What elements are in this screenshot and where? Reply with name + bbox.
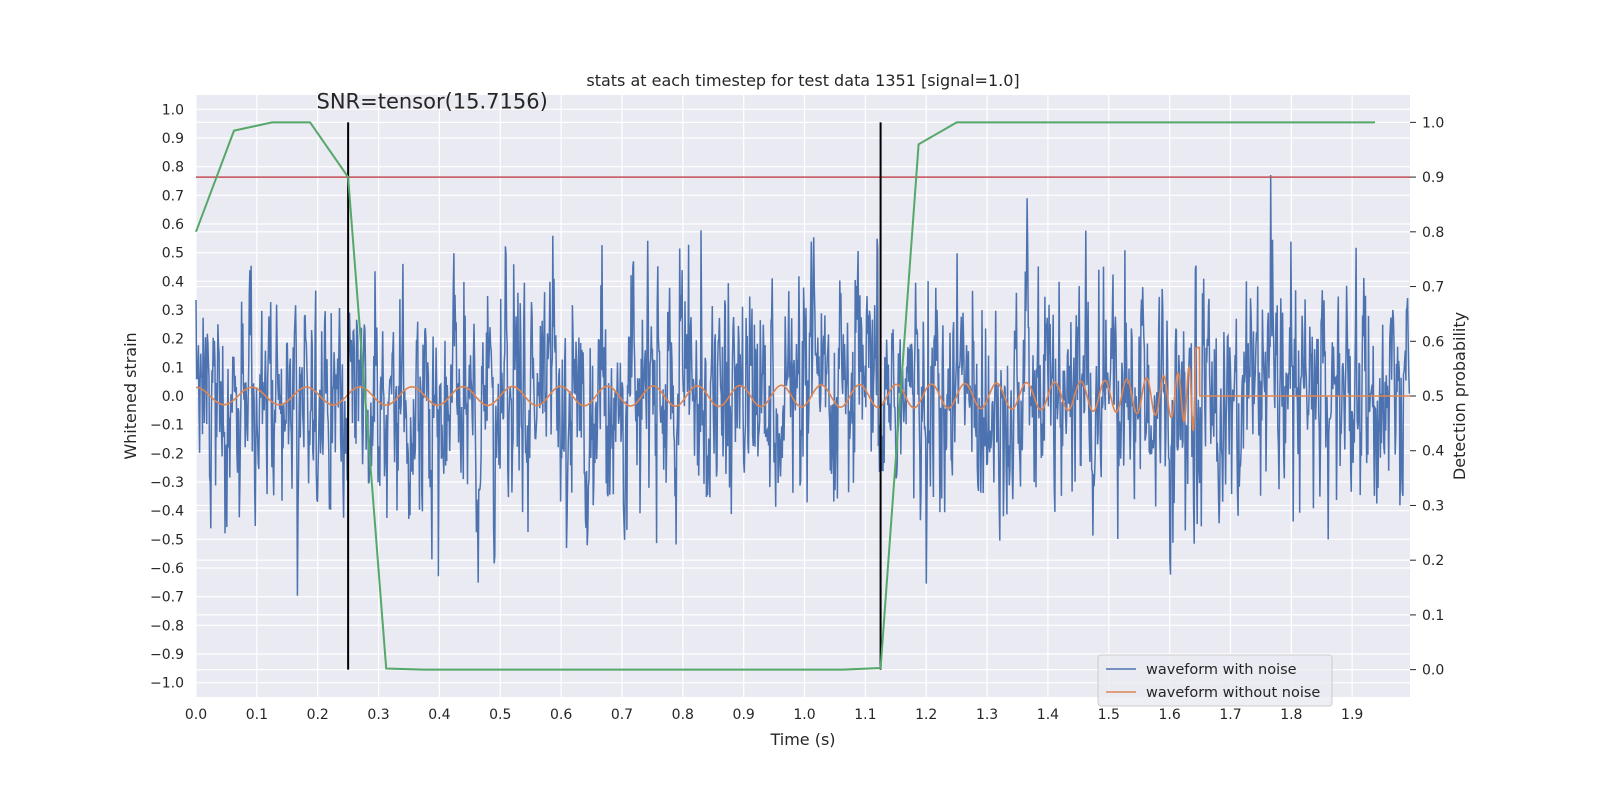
x-tick-label: 1.3 bbox=[976, 707, 998, 723]
x-tick-label: 0.6 bbox=[550, 707, 572, 723]
y-tick-label: −0.7 bbox=[150, 590, 184, 606]
x-tick-label: 1.8 bbox=[1280, 707, 1302, 723]
x-tick-label: 1.5 bbox=[1098, 707, 1120, 723]
x-tick-label: 1.6 bbox=[1159, 707, 1181, 723]
legend-box bbox=[1097, 654, 1333, 707]
chart-title: stats at each timestep for test data 135… bbox=[586, 71, 1019, 90]
y-tick-label: −0.4 bbox=[150, 504, 184, 520]
y-tick-label: −0.3 bbox=[150, 475, 184, 491]
y-right-tick-label: 0.6 bbox=[1422, 334, 1444, 350]
series-waveform-without-noise bbox=[196, 346, 1410, 432]
noise-waveform-line bbox=[195, 174, 1411, 596]
x-tick-label: 0.7 bbox=[611, 707, 633, 723]
y-tick-label: −0.1 bbox=[150, 418, 184, 434]
x-axis-label: Time (s) bbox=[769, 730, 835, 749]
y-axis-right-label: Detection probability bbox=[1450, 312, 1469, 480]
y-right-tick-label: 0.0 bbox=[1422, 663, 1444, 679]
y-right-tick-label: 0.9 bbox=[1422, 170, 1444, 186]
y-right-tick-label: 1.0 bbox=[1422, 115, 1444, 131]
y-tick-label: 0.0 bbox=[162, 389, 184, 405]
x-tick-label: 0.2 bbox=[307, 707, 329, 723]
x-tick-label: 1.1 bbox=[854, 707, 876, 723]
y-right-tick-label: 0.7 bbox=[1422, 280, 1444, 296]
y-tick-label: 0.1 bbox=[162, 360, 184, 376]
x-tick-label: 1.2 bbox=[915, 707, 937, 723]
y-right-tick-label: 0.4 bbox=[1422, 444, 1444, 460]
legend: waveform with noise waveform without noi… bbox=[1097, 654, 1333, 707]
x-tick-label: 1.7 bbox=[1219, 707, 1241, 723]
x-tick-label: 1.0 bbox=[793, 707, 815, 723]
reference-lines bbox=[196, 122, 1410, 670]
series-detection-probability bbox=[195, 121, 1375, 671]
clean-waveform-line bbox=[196, 346, 1410, 432]
snr-annotation: SNR=tensor(15.7156) bbox=[316, 89, 547, 113]
x-tick-label: 0.8 bbox=[672, 707, 694, 723]
y-right-tick-label: 0.1 bbox=[1422, 608, 1444, 624]
y-tick-label: 1.0 bbox=[162, 102, 184, 118]
x-tick-label: 0.4 bbox=[428, 707, 450, 723]
probability-line bbox=[195, 121, 1375, 671]
y-tick-label: 0.8 bbox=[162, 160, 184, 176]
y-tick-label: 0.9 bbox=[162, 131, 184, 147]
x-tick-label: 1.9 bbox=[1341, 707, 1363, 723]
y-right-tick-label: 0.3 bbox=[1422, 498, 1444, 514]
legend-label-clean: waveform without noise bbox=[1146, 685, 1320, 701]
y-right-tick-label: 0.2 bbox=[1422, 553, 1444, 569]
y-tick-label: −0.5 bbox=[150, 532, 184, 548]
y-tick-label: −0.6 bbox=[150, 561, 184, 577]
y-tick-label: −1.0 bbox=[150, 676, 184, 692]
y-tick-label: 0.5 bbox=[162, 246, 184, 262]
y-tick-label: −0.2 bbox=[150, 446, 184, 462]
y-axis-label: Whitened strain bbox=[121, 332, 140, 459]
tick-labels: 0.0 0.1 0.2 0.3 0.4 0.5 0.6 0.7 0.8 0.9 1.0 1.1 1.2 1… bbox=[150, 102, 1444, 723]
x-tick-label: 0.9 bbox=[733, 707, 755, 723]
x-tick-label: 0.3 bbox=[367, 707, 389, 723]
x-tick-label: 0.0 bbox=[185, 707, 207, 723]
y-right-tick-label: 0.8 bbox=[1422, 225, 1444, 241]
y-tick-label: 0.2 bbox=[162, 332, 184, 348]
y-right-tick-label: 0.5 bbox=[1422, 389, 1444, 405]
y-tick-label: 0.4 bbox=[162, 274, 184, 290]
x-tick-label: 0.1 bbox=[246, 707, 268, 723]
legend-label-noise: waveform with noise bbox=[1146, 662, 1297, 678]
y-tick-label: 0.6 bbox=[162, 217, 184, 233]
series-waveform-with-noise bbox=[195, 174, 1411, 596]
y-tick-label: 0.3 bbox=[162, 303, 184, 319]
y-tick-label: −0.8 bbox=[150, 618, 184, 634]
y-tick-label: −0.9 bbox=[150, 647, 184, 663]
y-tick-label: 0.7 bbox=[162, 188, 184, 204]
x-tick-label: 1.4 bbox=[1037, 707, 1059, 723]
x-tick-label: 0.5 bbox=[489, 707, 511, 723]
